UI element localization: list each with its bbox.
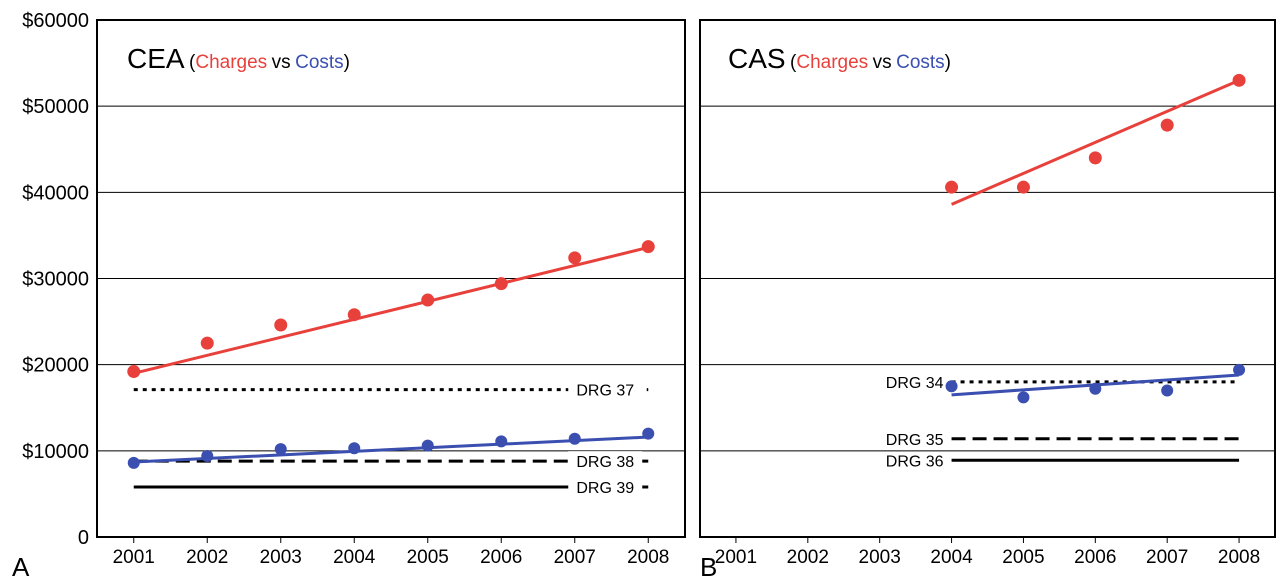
label-bg xyxy=(568,451,643,472)
y-tick-label: $50000 xyxy=(22,96,89,118)
data-point xyxy=(495,435,508,448)
x-tick-label: 2005 xyxy=(407,547,449,568)
y-tick-label: $30000 xyxy=(22,269,89,291)
bracket: ) xyxy=(344,52,350,73)
data-point xyxy=(642,427,655,440)
data-point xyxy=(1089,382,1102,395)
y-tick-label: $20000 xyxy=(22,355,89,377)
reference-label: DRG 39 xyxy=(576,480,634,497)
y-tick-label: 0 xyxy=(78,527,89,549)
data-point xyxy=(274,318,288,332)
data-point xyxy=(641,240,655,254)
title-main: CAS xyxy=(728,43,786,74)
y-tick-label: $60000 xyxy=(22,10,89,32)
reference-label: DRG 35 xyxy=(886,432,944,449)
data-point xyxy=(1161,384,1174,397)
y-tick-label: $10000 xyxy=(22,441,89,463)
title-main: CEA xyxy=(127,43,185,74)
x-tick-label: 2004 xyxy=(930,547,973,568)
plot-frame xyxy=(96,19,686,538)
legend-entry: Charges xyxy=(796,52,868,73)
data-point xyxy=(945,380,958,393)
plot-frame xyxy=(699,19,1276,538)
y-tick-label: $40000 xyxy=(22,182,89,204)
reference-label: DRG 36 xyxy=(886,453,944,470)
x-tick-label: 2001 xyxy=(113,547,155,568)
legend-separator: vs xyxy=(272,52,291,73)
legend-entry: Costs xyxy=(295,52,344,73)
trend-line xyxy=(133,246,649,375)
bracket: ( xyxy=(189,52,196,73)
x-tick-label: 2007 xyxy=(1146,547,1188,568)
data-point xyxy=(1017,391,1030,404)
label-bg xyxy=(568,379,643,400)
data-point xyxy=(1088,151,1102,165)
x-tick-label: 2006 xyxy=(480,547,522,568)
x-tick-label: 2007 xyxy=(554,547,596,568)
data-point xyxy=(347,308,361,322)
data-point xyxy=(1016,180,1030,194)
x-tick-label: 2004 xyxy=(333,547,376,568)
reference-label: DRG 37 xyxy=(576,383,634,400)
x-tick-label: 2002 xyxy=(186,547,228,568)
x-tick-label: 2003 xyxy=(260,547,302,568)
bracket: ) xyxy=(945,52,951,73)
reference-label: DRG 38 xyxy=(576,454,634,471)
data-point xyxy=(348,442,361,455)
data-point xyxy=(421,439,434,452)
data-point xyxy=(568,432,581,445)
reference-label: DRG 34 xyxy=(886,375,944,392)
data-point xyxy=(1160,118,1174,132)
trend-line xyxy=(950,78,1240,206)
x-tick-label: 2008 xyxy=(627,547,669,568)
data-point xyxy=(568,251,582,265)
legend-entry: Costs xyxy=(896,52,945,73)
data-point xyxy=(1232,73,1246,87)
data-point xyxy=(421,293,435,307)
data-point xyxy=(274,443,287,456)
data-point xyxy=(127,365,141,379)
data-point xyxy=(201,450,214,463)
data-point xyxy=(200,336,214,350)
bracket: ( xyxy=(790,52,797,73)
x-tick-label: 2002 xyxy=(787,547,829,568)
trend-line xyxy=(133,435,649,464)
chart-title: CAS (Charges vs Costs) xyxy=(728,43,951,74)
x-tick-label: 2008 xyxy=(1218,547,1260,568)
data-point xyxy=(945,180,959,194)
panel-label: B xyxy=(700,552,717,580)
x-tick-label: 2006 xyxy=(1074,547,1116,568)
x-tick-label: 2003 xyxy=(859,547,901,568)
data-point xyxy=(127,456,140,469)
x-tick-label: 2001 xyxy=(715,547,757,568)
panel-label: A xyxy=(12,552,30,580)
legend-separator: vs xyxy=(873,52,892,73)
x-tick-label: 2005 xyxy=(1002,547,1044,568)
data-point xyxy=(494,277,508,291)
data-point xyxy=(1233,363,1246,376)
label-bg xyxy=(568,477,643,498)
legend-entry: Charges xyxy=(195,52,267,73)
chart-title: CEA (Charges vs Costs) xyxy=(127,43,350,74)
